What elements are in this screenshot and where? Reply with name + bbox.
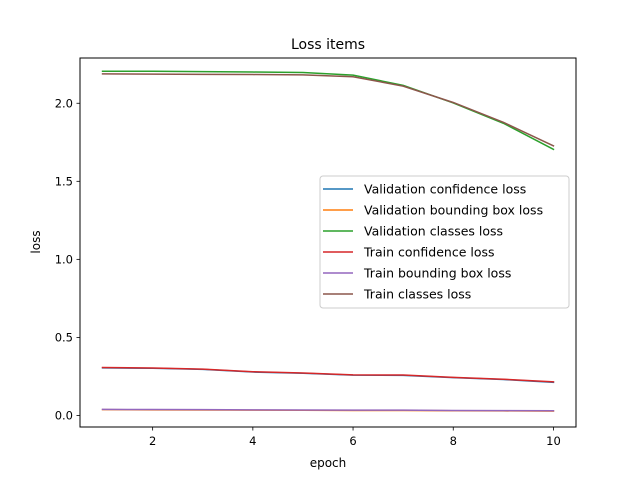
y-tick-label: 0.0 (55, 408, 73, 422)
legend-label: Train bounding box loss (363, 266, 511, 281)
legend-label: Validation confidence loss (364, 182, 526, 197)
legend-box (319, 175, 570, 309)
y-tick-label: 1.0 (55, 252, 73, 266)
legend-label: Validation classes loss (364, 224, 503, 239)
plot-frame (79, 57, 577, 428)
series-line-5 (101, 408, 555, 412)
y-tick-label: 2.0 (55, 96, 73, 110)
x-tick-label: 4 (249, 434, 256, 448)
y-axis-label: loss (29, 230, 43, 253)
y-tick-label: 0.5 (55, 330, 73, 344)
series-layer (101, 70, 555, 412)
legend-label: Train confidence loss (363, 245, 495, 260)
legend-label: Validation bounding box loss (364, 203, 543, 218)
x-tick-label: 10 (546, 434, 561, 448)
x-axis: 2 4 6 8 10 (149, 427, 561, 448)
x-tick-label: 2 (149, 434, 156, 448)
series-line-4 (101, 366, 555, 383)
x-tick-label: 6 (349, 434, 356, 448)
x-axis-label: epoch (310, 456, 347, 470)
chart-title: Loss items (291, 37, 365, 53)
legend: Validation confidence loss Validation bou… (319, 175, 570, 309)
y-tick-label: 1.5 (55, 174, 73, 188)
x-tick-label: 8 (450, 434, 457, 448)
y-axis: 0.0 0.5 1.0 1.5 2.0 (55, 96, 80, 422)
series-line-6 (101, 73, 555, 147)
legend-label: Train classes loss (363, 287, 471, 302)
